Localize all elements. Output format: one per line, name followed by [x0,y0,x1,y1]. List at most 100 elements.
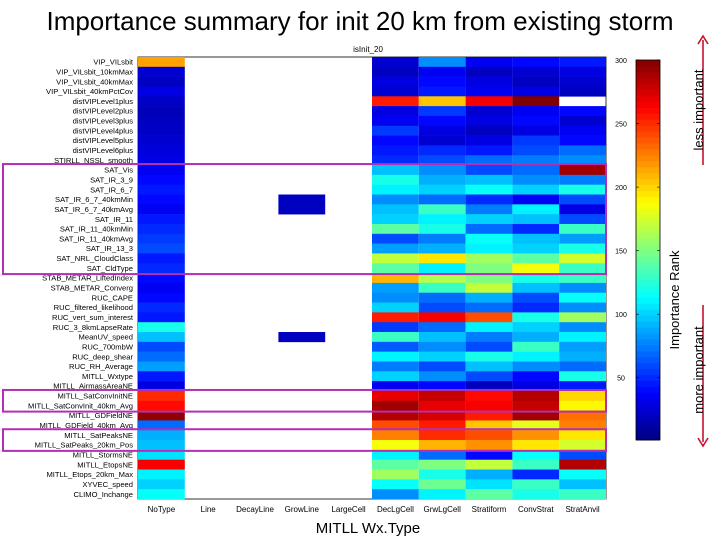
row-label: SAT_NRL_CloudClass [56,254,133,263]
heatmap-cell [418,145,466,156]
heatmap-cell [559,459,606,470]
heatmap-cell [372,361,419,372]
heatmap-cell [559,243,606,254]
heatmap-cell [559,449,606,461]
heatmap-cell [559,489,606,500]
heatmap-cell [418,440,466,451]
heatmap-cell [465,273,513,284]
row-labels: VIP_VILsbitVIP_VILsbit_10kmMaxVIP_VILsbi… [28,58,134,499]
colorbar-segment [636,321,660,328]
heatmap-cell [372,410,419,421]
row-label: MITLL_SatPeaks_20km_Pos [35,441,134,450]
heatmap-cell [138,96,185,107]
heatmap-cell [512,96,560,107]
heatmap-cell [418,155,466,166]
row-label: distVIPLevel1plus [73,97,134,106]
heatmap-cell [418,361,466,372]
heatmap-cell [372,273,419,284]
column-label: GrowLine [285,505,320,514]
colorbar-segment [636,255,660,263]
page-title: Importance summary for init 20 km from e… [46,6,674,36]
colorbar-segment [636,101,660,108]
heatmap-cell [559,57,606,68]
heatmap-cell [559,263,606,274]
heatmap-cell [559,341,606,352]
heatmap-cell [138,430,185,441]
row-label: STAB_METAR_LiftedIndex [42,274,133,283]
colorbar-segment [636,303,660,310]
row-label: CLIMO_Inchange [73,490,133,499]
heatmap-cell [465,332,513,343]
heatmap-cell [138,489,185,500]
row-label: MITLL_SatConvInitNE [57,392,133,401]
heatmap-cell [138,204,185,215]
heatmap-cell [372,341,419,352]
heatmap-cell [465,96,513,107]
colorbar-segment [636,380,660,387]
colorbar-segment [636,404,660,411]
heatmap-cell [418,135,466,146]
colorbar-segment [636,196,660,203]
heatmap-cell [465,204,513,215]
row-label: RUC_vert_sum_interest [52,313,134,322]
heatmap-cell [512,174,560,185]
colorbar-segment [636,77,660,85]
heatmap-cell [512,410,560,421]
heatmap-cell [372,400,419,411]
colorbar-segment [636,137,660,144]
heatmap-cell [418,312,466,323]
heatmap-cell [512,204,560,215]
row-label: STIRLL_NSSL_smooth [54,156,133,165]
colorbar-segment [636,60,660,67]
heatmap-cell [512,243,560,254]
heatmap-cell [559,420,606,431]
colorbar-segment [636,89,660,97]
heatmap-cell [559,66,606,77]
heatmap-cell [559,194,606,205]
heatmap-cell [512,214,560,225]
column-label: StratAnvil [565,505,599,514]
heatmap-cell [138,302,185,313]
heatmap-cell [512,165,560,176]
colorbar-segment [636,119,660,126]
row-label: RUC_CAPE [92,293,133,302]
heatmap-cell [465,302,513,313]
row-label: MITLL_SatPeaksNE [64,431,133,440]
heatmap-cell [372,204,419,215]
colorbar-segment [636,155,660,162]
heatmap-cell [512,332,560,343]
colorbar-segment [636,261,660,269]
heatmap-cell [465,263,513,274]
colorbar-tick-label: 50 [617,376,625,383]
heatmap-cell [418,332,466,343]
colorbar-segment [636,65,660,73]
heatmap-cell [512,479,560,490]
heatmap-cell [512,351,560,362]
heatmap-cell [512,86,560,97]
heatmap-cell [138,86,185,97]
heatmap-cell [465,479,513,490]
heatmap-cell [372,106,419,117]
heatmap-cell [512,76,560,87]
heatmap-cell [418,430,466,441]
heatmap-cell [138,214,185,225]
heatmap-cell [465,292,513,303]
colorbar-segment [636,83,660,91]
heatmap-cell [138,469,185,480]
heatmap-cell [559,430,606,441]
row-label: MITLL_Wxtype [82,372,133,381]
heatmap-cell [372,430,419,441]
row-label: RUC_3_8kmLapseRate [53,323,133,332]
heatmap-cell [559,145,606,156]
heatmap-cell [512,57,560,68]
heatmap-cell [465,106,513,117]
heatmap-cell [559,351,606,362]
heatmap-cell [512,292,560,303]
row-label: MeanUV_speed [79,333,133,342]
colorbar-segment [636,297,660,304]
heatmap-cell [559,400,606,411]
heatmap-cell [138,184,185,195]
colorbar-segment [636,416,660,423]
heatmap-cell [512,312,560,323]
